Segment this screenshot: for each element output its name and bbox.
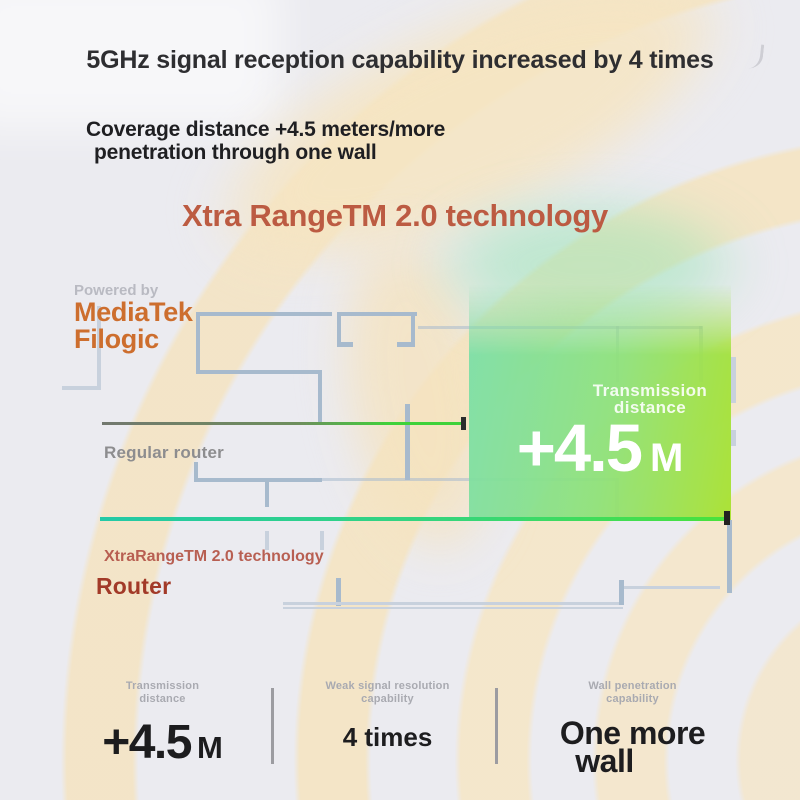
wall-segment	[62, 386, 101, 390]
stat-divider	[495, 688, 498, 764]
powered-by-label: Powered by	[74, 282, 159, 299]
stat-weak-signal-resolution: Weak signal resolution capability 4 time…	[295, 680, 480, 753]
highlight-caption: Transmission distance	[585, 382, 715, 416]
highlight-value-row: +4.5 M	[469, 410, 731, 487]
wall-segment	[194, 478, 322, 482]
subtitle: Coverage distance +4.5 meters/more penet…	[86, 118, 445, 164]
highlight-caption-line-2: distance	[613, 398, 687, 417]
xtra-line-end-cap	[724, 511, 730, 525]
stat-label-line-2: capability	[361, 693, 414, 705]
stat-transmission-distance: Transmission distance +4.5 M	[55, 680, 270, 770]
wall-segment	[624, 586, 720, 589]
background-white-glow	[0, 0, 280, 130]
wall-segment	[194, 462, 198, 480]
xtra-range-label: XtraRangeTM 2.0 technology	[104, 548, 324, 565]
wall-segment	[283, 607, 623, 609]
wall-segment	[731, 430, 736, 446]
stat-value-row: +4.5 M	[55, 715, 270, 770]
highlight-caption-line-1: Transmission	[592, 381, 708, 400]
wall-segment	[283, 602, 623, 605]
stat-label: Weak signal resolution capability	[295, 680, 480, 706]
page-title: 5GHz signal reception capability increas…	[86, 46, 714, 74]
router-label: Router	[96, 573, 172, 599]
wall-segment	[337, 312, 341, 347]
brand-name-line-2: Filogic	[74, 324, 159, 354]
wall-segment	[320, 531, 324, 550]
regular-router-label: Regular router	[104, 443, 224, 462]
wall-segment	[405, 404, 410, 480]
wall-segment	[727, 520, 732, 593]
stat-label-line-1: Wall penetration	[588, 680, 677, 692]
highlight-unit: M	[649, 436, 684, 480]
chip-branding: Powered by MediaTek Filogic	[74, 283, 193, 353]
regular-router-range-line	[102, 422, 462, 425]
wall-segment	[619, 580, 624, 605]
stat-label: Wall penetration capability	[515, 680, 750, 706]
wall-segment	[337, 342, 353, 347]
tech-heading: Xtra RangeTM 2.0 technology	[182, 198, 608, 233]
subtitle-line-2: penetration through one wall	[94, 141, 377, 164]
wall-segment	[337, 312, 417, 316]
stat-value-line-2: wall	[575, 743, 634, 779]
brand-name-line-1: MediaTek	[74, 297, 193, 327]
wall-segment	[97, 306, 101, 390]
wall-segment	[336, 578, 341, 606]
stat-wall-penetration: Wall penetration capability One more wal…	[515, 680, 750, 777]
stat-value-line-1: One more	[559, 715, 706, 751]
wall-segment	[265, 480, 269, 507]
stat-label-line-2: capability	[606, 693, 659, 705]
stat-label-line-2: distance	[139, 693, 186, 705]
xtra-range-line	[100, 517, 728, 521]
wall-segment	[196, 312, 200, 374]
subtitle-line-1: Coverage distance +4.5 meters/more	[86, 118, 446, 141]
wall-segment	[397, 342, 415, 347]
stat-divider	[271, 688, 274, 764]
stat-unit: M	[196, 730, 223, 765]
transmission-highlight-box	[469, 284, 731, 520]
wall-segment	[411, 312, 415, 347]
wall-segment	[265, 531, 269, 550]
wall-segment	[196, 312, 332, 316]
stat-label-line-1: Weak signal resolution	[325, 680, 450, 692]
stat-value: 4 times	[342, 722, 433, 752]
stat-label-line-1: Transmission	[125, 680, 200, 692]
regular-line-end-cap	[461, 417, 466, 430]
stat-label: Transmission distance	[55, 680, 270, 706]
wall-segment	[196, 370, 322, 374]
transmission-highlight-content: Transmission distance +4.5 M	[469, 284, 731, 520]
wall-segment	[318, 370, 322, 422]
stat-value: +4.5	[102, 716, 192, 769]
highlight-value: +4.5	[516, 411, 643, 486]
wall-segment	[731, 357, 736, 403]
